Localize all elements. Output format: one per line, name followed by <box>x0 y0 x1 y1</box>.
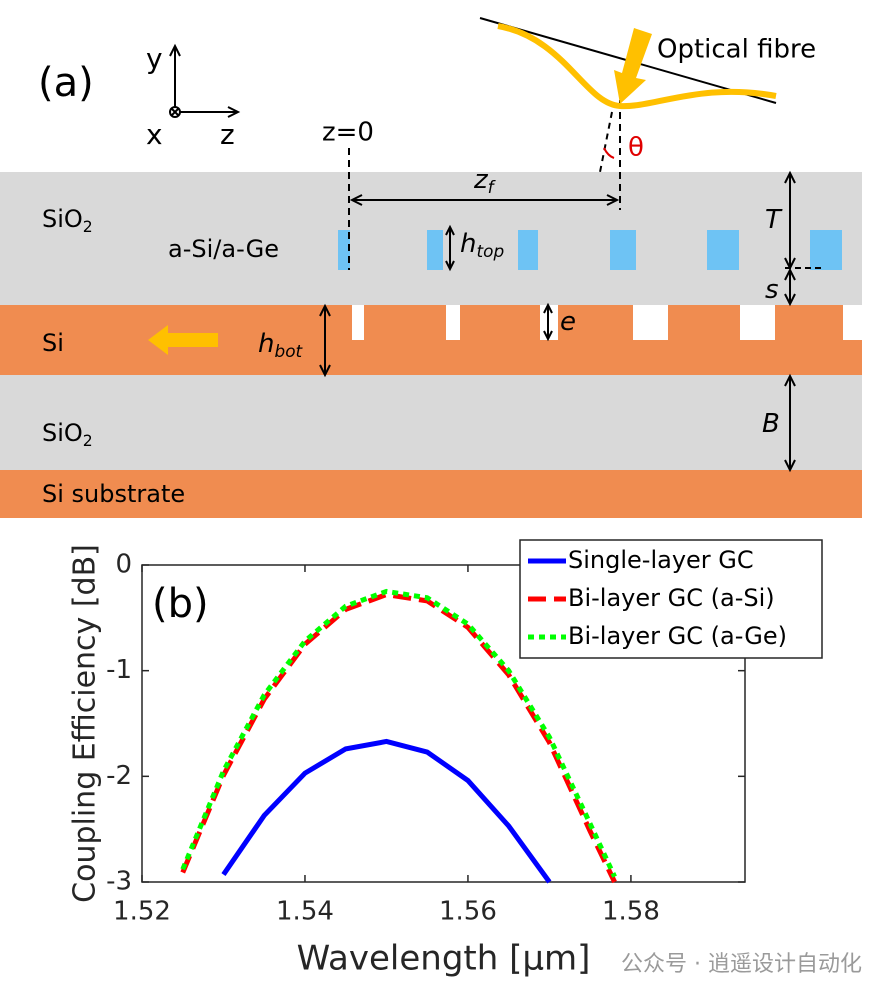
substrate-layer <box>0 470 862 518</box>
diagram-label: hbot <box>258 329 304 361</box>
diagram-label: Si substrate <box>42 480 185 508</box>
diagram-label: T <box>765 205 783 235</box>
diagram-label: (a) <box>38 60 94 106</box>
si-grating <box>0 305 862 375</box>
label-text: T <box>765 205 783 235</box>
coord-axes <box>169 43 241 118</box>
box-oxide-layer <box>0 375 862 470</box>
x-tick-label: 1.54 <box>276 897 334 927</box>
fibre-arrow <box>614 28 652 104</box>
x-tick-label: 1.52 <box>113 897 171 927</box>
x-axis-label: Wavelength [μm] <box>297 939 591 979</box>
diagram-label: y <box>146 42 163 75</box>
legend-label: Bi-layer GC (a-Ge) <box>568 622 787 650</box>
x-tick-label: 1.58 <box>602 897 660 927</box>
diagram-label: htop <box>460 229 504 261</box>
label-text: B <box>762 409 780 439</box>
plot-area <box>141 564 746 883</box>
label-text: Si <box>42 329 64 357</box>
diagram-label: z <box>220 118 235 151</box>
y-tick-label: -3 <box>106 867 132 897</box>
label-subscript: f <box>488 177 497 197</box>
diagram-label: Si <box>42 329 64 357</box>
label-text: SiO <box>42 205 83 233</box>
label-text: s <box>765 275 779 305</box>
label-subscript: 2 <box>83 218 93 236</box>
chart: -3 -2 -1 0 1.52 1.54 1.56 1.58 (b) Wavelength [μm… <box>68 539 823 979</box>
diagram-label: Optical fibre <box>657 35 816 65</box>
series-line <box>180 588 617 878</box>
label-text: e <box>560 307 576 337</box>
diagram-label: SiO2 <box>42 205 93 236</box>
light-arrow <box>148 325 218 355</box>
label-subscript: 2 <box>83 432 93 450</box>
y-axis-label: Coupling Efficiency [dB] <box>68 544 103 903</box>
legend-label: Single-layer GC <box>568 546 754 574</box>
y-tick-label: -2 <box>106 761 132 791</box>
label-text: Si substrate <box>42 480 185 508</box>
diagram-label: z=0 <box>322 118 374 148</box>
diagram-label: zf <box>473 165 497 197</box>
diagram-label: θ <box>628 133 644 163</box>
diagram-label: s <box>765 275 779 305</box>
diagram-label: e <box>560 307 576 337</box>
legend-label: Bi-layer GC (a-Si) <box>568 584 775 612</box>
label-text: h <box>258 329 274 359</box>
y-tick-label: -1 <box>106 655 132 685</box>
label-subscript: top <box>476 241 504 261</box>
label-text: SiO <box>42 419 83 447</box>
y-tick-label: 0 <box>115 550 132 580</box>
label-text: a-Si/a-Ge <box>168 235 279 263</box>
label-subscript: bot <box>274 341 303 361</box>
legend-box <box>519 539 823 659</box>
x-tick-label: 1.56 <box>439 897 497 927</box>
watermark: 公众号 · 逍遥设计自动化 <box>621 952 862 977</box>
fibre <box>497 23 777 110</box>
panel-label: (b) <box>152 581 209 627</box>
label-text: h <box>460 229 476 259</box>
diagram-label: SiO2 <box>42 419 93 450</box>
top-grating <box>338 230 842 270</box>
diagram-label: x <box>146 118 163 151</box>
angle-arc <box>603 147 615 159</box>
label-text: z <box>473 165 489 195</box>
diagram-label: a-Si/a-Ge <box>168 235 279 263</box>
dimension-lines <box>319 100 825 473</box>
diagram-label: B <box>762 409 780 439</box>
series-line <box>221 738 552 884</box>
